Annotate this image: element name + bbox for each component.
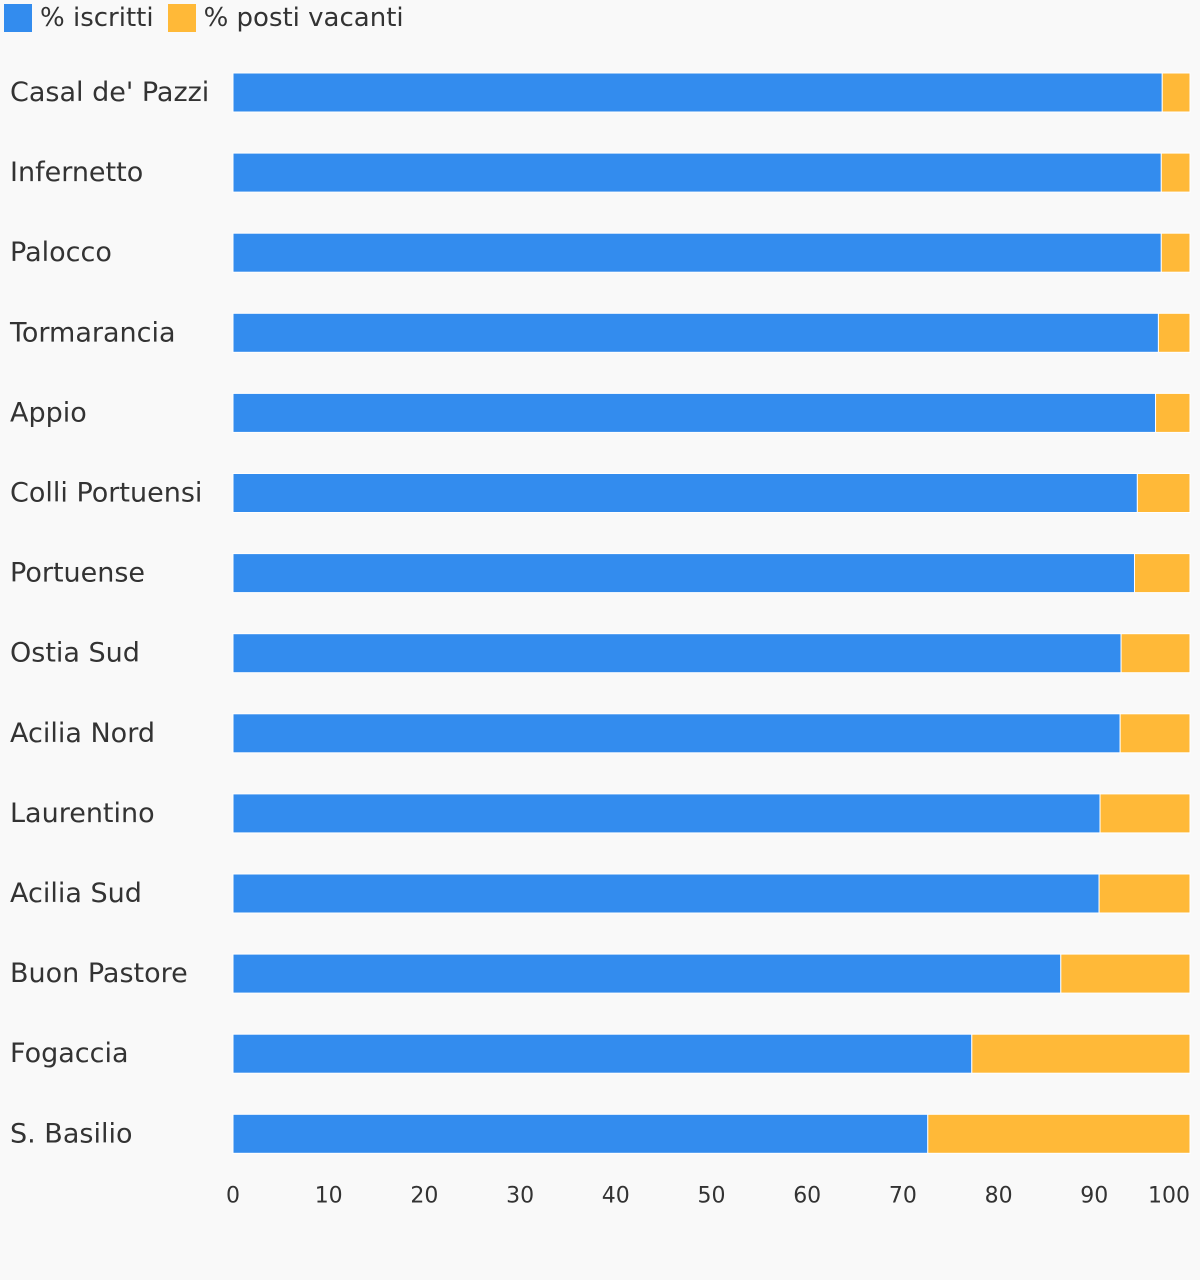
bar-iscritti-tormarancia — [232, 312, 1159, 353]
bar-posti-vacanti-casal-de-pazzi — [1161, 72, 1191, 113]
x-tick-label-60: 60 — [793, 1184, 821, 1209]
x-tick-label-100: 100 — [1148, 1184, 1190, 1209]
bar-iscritti-casal-de-pazzi — [232, 72, 1163, 113]
bar-posti-vacanti-palocco — [1160, 232, 1191, 273]
bar-posti-vacanti-appio — [1155, 392, 1191, 433]
bar-posti-vacanti-s-basilio — [927, 1113, 1191, 1154]
bar-iscritti-colli-portuensi — [232, 473, 1138, 513]
bar-iscritti-infernetto — [232, 152, 1162, 193]
legend: % iscritti % posti vacanti — [4, 0, 418, 36]
category-label-acilia-sud: Acilia Sud — [10, 878, 142, 909]
bar-posti-vacanti-infernetto — [1160, 152, 1191, 193]
bar-posti-vacanti-portuense — [1133, 553, 1191, 594]
category-label-casal-de-pazzi: Casal de' Pazzi — [10, 77, 209, 108]
bar-posti-vacanti-acilia-sud — [1098, 873, 1191, 914]
bar-posti-vacanti-buon-pastore — [1060, 953, 1191, 994]
bar-posti-vacanti-tormarancia — [1157, 312, 1191, 353]
category-label-appio: Appio — [10, 397, 87, 428]
legend-swatch-posti-vacanti — [167, 4, 196, 32]
bar-iscritti-appio — [232, 392, 1157, 433]
category-label-laurentino: Laurentino — [10, 798, 155, 829]
category-label-s-basilio: S. Basilio — [10, 1118, 132, 1149]
category-label-infernetto: Infernetto — [10, 157, 143, 188]
category-label-fogaccia: Fogaccia — [10, 1038, 129, 1069]
bars — [232, 72, 1191, 1154]
bar-iscritti-laurentino — [232, 793, 1101, 834]
x-axis-ticks: 0 10 20 30 40 50 60 70 80 90 100 — [226, 1184, 1190, 1209]
legend-label-posti-vacanti: % posti vacanti — [203, 3, 404, 33]
x-tick-label-70: 70 — [889, 1184, 917, 1209]
legend-item-posti-vacanti: % posti vacanti — [167, 0, 404, 36]
x-tick-label-30: 30 — [506, 1184, 534, 1209]
bar-posti-vacanti-colli-portuensi — [1136, 473, 1191, 513]
x-tick-label-0: 0 — [226, 1184, 240, 1209]
category-label-portuense: Portuense — [10, 558, 145, 589]
x-tick-label-80: 80 — [985, 1184, 1013, 1209]
category-label-tormarancia: Tormarancia — [9, 317, 176, 348]
x-tick-label-50: 50 — [698, 1184, 726, 1209]
bar-iscritti-fogaccia — [232, 1033, 973, 1074]
legend-label-iscritti: % iscritti — [40, 3, 154, 33]
bar-iscritti-s-basilio — [232, 1113, 929, 1154]
category-labels: Casal de' Pazzi Infernetto Palocco Tormaran… — [9, 77, 209, 1149]
x-tick-label-90: 90 — [1080, 1184, 1108, 1209]
bar-iscritti-acilia-sud — [232, 873, 1100, 914]
x-tick-label-40: 40 — [602, 1184, 630, 1209]
bar-iscritti-portuense — [232, 553, 1135, 594]
bar-iscritti-buon-pastore — [232, 953, 1062, 994]
category-label-colli-portuensi: Colli Portuensi — [10, 478, 202, 509]
category-label-ostia-sud: Ostia Sud — [10, 638, 140, 669]
bar-iscritti-ostia-sud — [232, 633, 1122, 674]
category-label-buon-pastore: Buon Pastore — [10, 958, 188, 989]
category-label-palocco: Palocco — [10, 237, 112, 268]
legend-swatch-iscritti — [4, 4, 32, 32]
bar-posti-vacanti-laurentino — [1099, 793, 1191, 834]
legend-item-iscritti: % iscritti — [4, 0, 154, 36]
x-tick-label-20: 20 — [410, 1184, 438, 1209]
bar-posti-vacanti-acilia-nord — [1119, 713, 1191, 754]
category-label-acilia-nord: Acilia Nord — [10, 718, 155, 749]
bar-posti-vacanti-fogaccia — [971, 1033, 1191, 1074]
bar-iscritti-acilia-nord — [232, 713, 1121, 754]
bar-posti-vacanti-ostia-sud — [1120, 633, 1191, 674]
x-tick-label-10: 10 — [315, 1184, 343, 1209]
bar-iscritti-palocco — [232, 232, 1162, 273]
